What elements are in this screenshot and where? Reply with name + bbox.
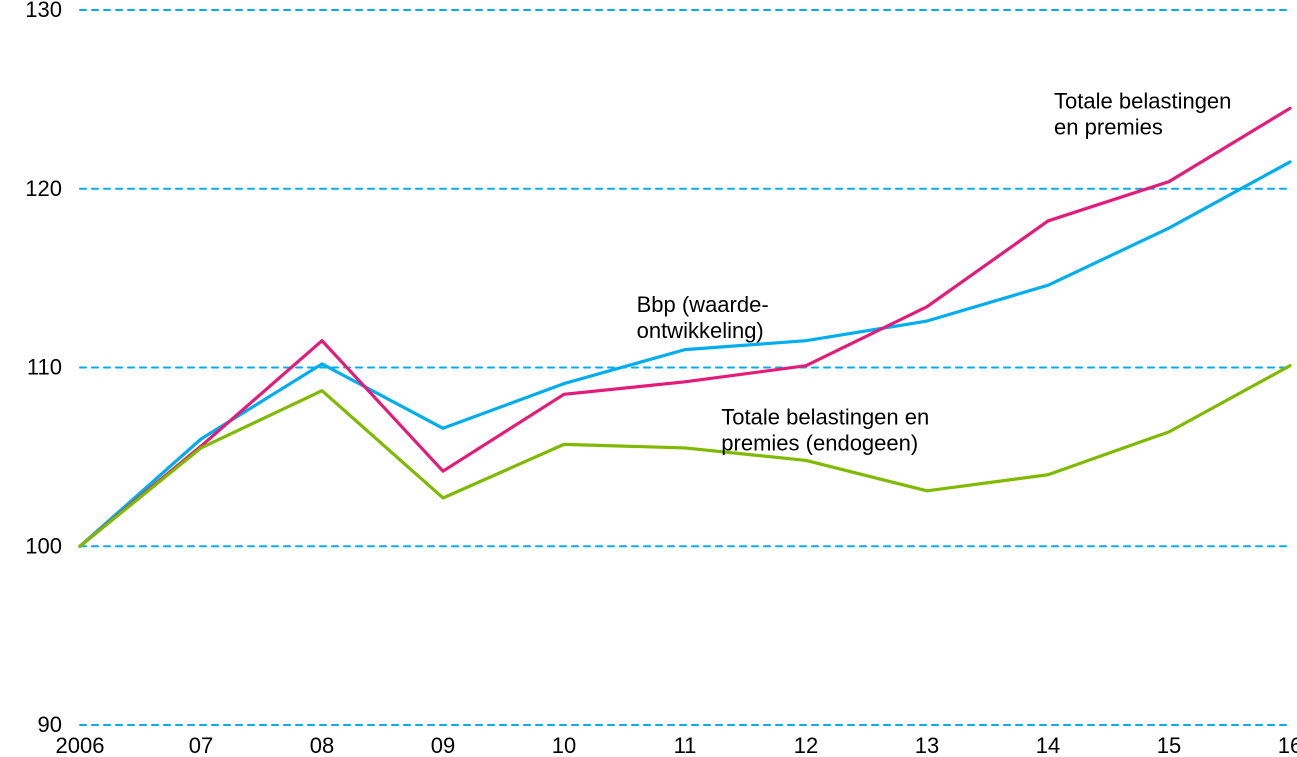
x-tick-label: 16 [1278,733,1297,757]
y-tick-label: 100 [25,533,62,558]
y-tick-label: 110 [27,355,62,380]
series-label-totale_belastingen_premies: en premies [1054,114,1163,139]
x-tick-label: 11 [674,733,697,757]
series-label-totale_belastingen_premies: Totale belastingen [1054,88,1231,113]
x-tick-label: 09 [431,733,455,757]
series-label-totale_belastingen_premies_endogeen: premies (endogeen) [721,431,918,456]
series-label-bbp: ontwikkeling) [637,318,764,343]
x-tick-label: 10 [552,733,576,757]
x-tick-label: 14 [1036,733,1060,757]
x-tick-label: 07 [189,733,213,757]
x-tick-label: 13 [915,733,939,757]
x-tick-label: 08 [310,733,334,757]
chart-svg: 90100110120130200607080910111213141516Bb… [0,0,1297,757]
line-chart: 90100110120130200607080910111213141516Bb… [0,0,1297,757]
x-tick-label: 15 [1157,733,1181,757]
y-tick-label: 130 [25,0,62,22]
series-label-totale_belastingen_premies_endogeen: Totale belastingen en [721,405,929,430]
x-tick-label: 2006 [56,733,105,757]
x-tick-label: 12 [794,733,818,757]
series-label-bbp: Bbp (waarde- [637,292,769,317]
y-tick-label: 120 [25,176,62,201]
